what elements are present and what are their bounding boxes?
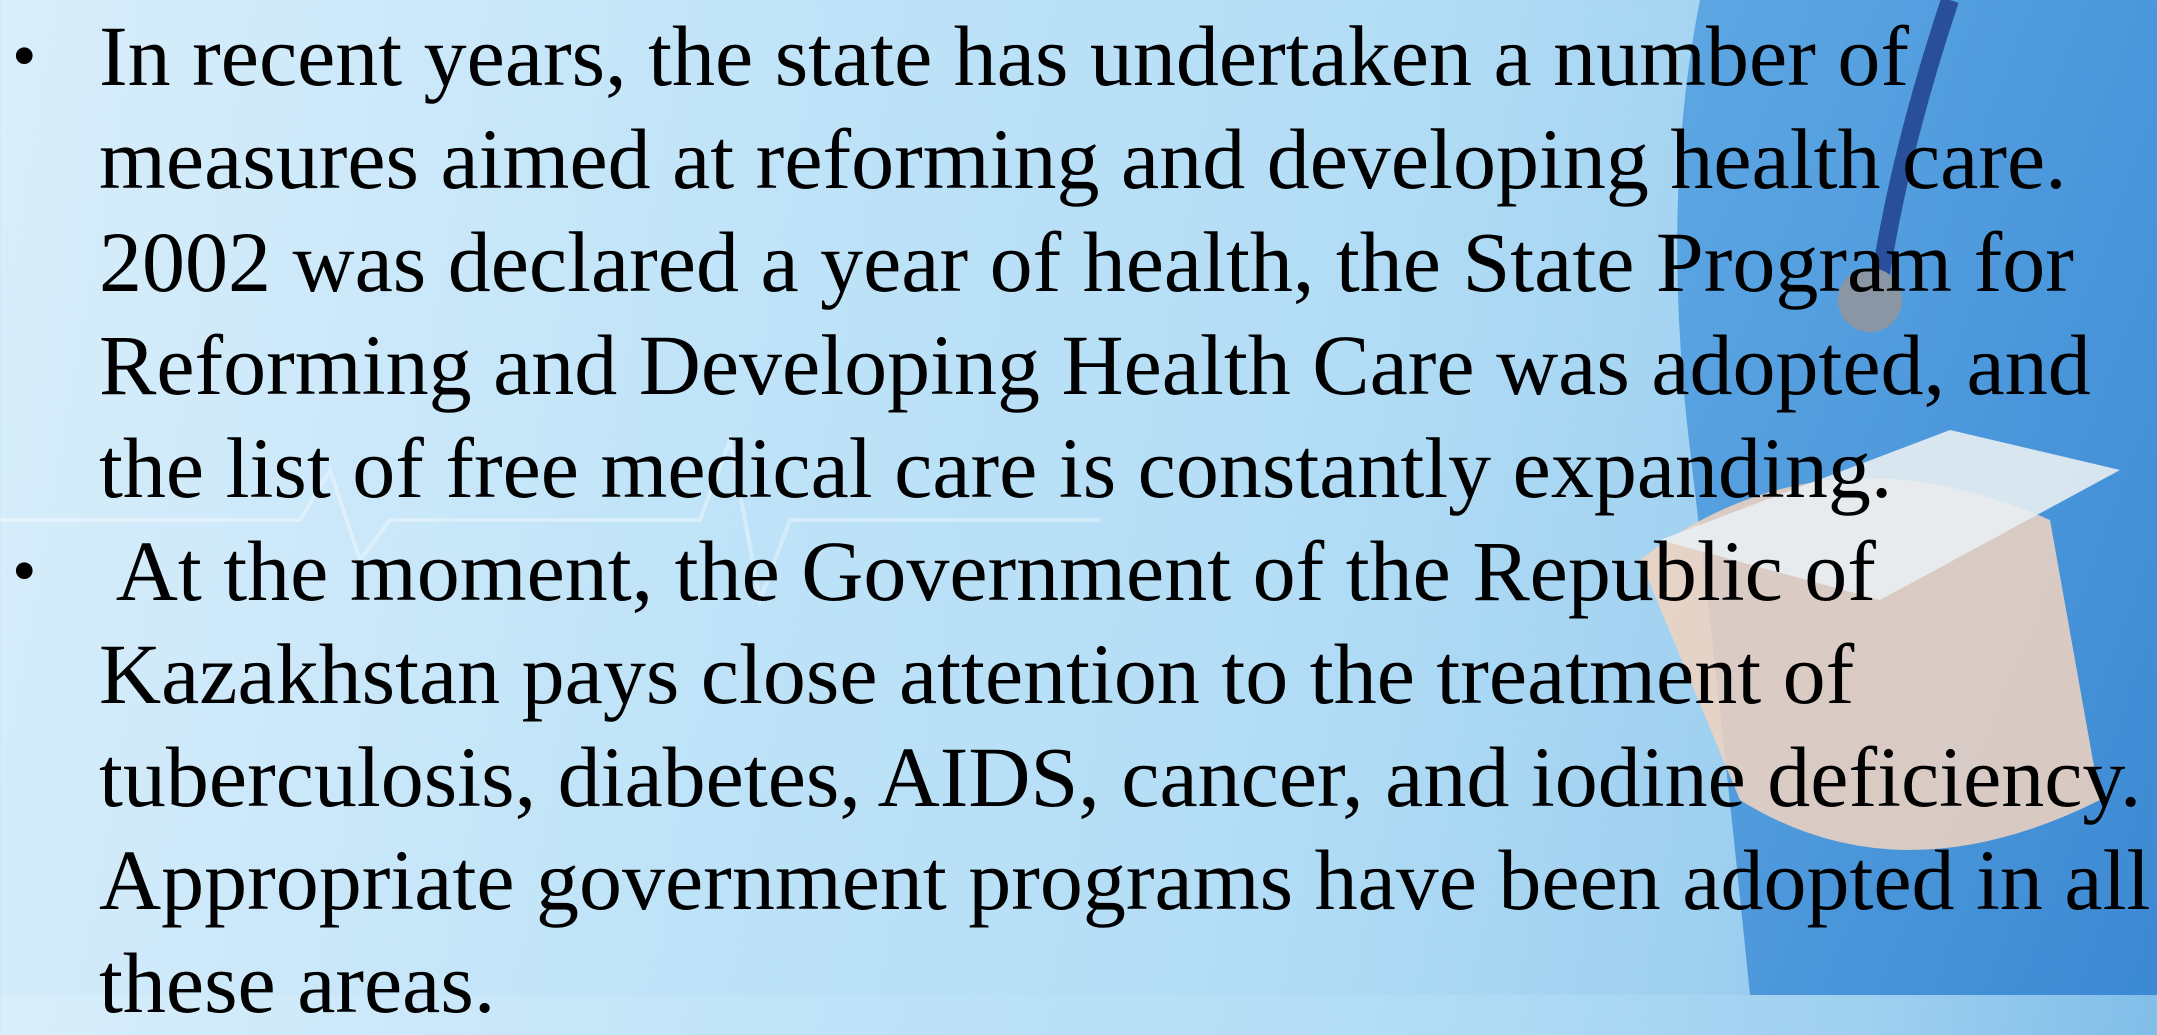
text-line: In recent years, the state has undertake… — [99, 8, 1909, 104]
ecg-line — [0, 432, 1100, 608]
text-line: Reforming and Developing Health Care was… — [99, 317, 2091, 413]
hand — [1640, 478, 2100, 850]
stethoscope — [1871, 0, 1959, 282]
text-line: Kazakhstan pays close attention to the t… — [99, 626, 1855, 722]
text-line: the list of free medical care is constan… — [99, 420, 1893, 516]
text-line: these areas. — [99, 935, 496, 1031]
text-line: 2002 was declared a year of health, the … — [99, 214, 2074, 310]
text-line: At the moment, the Government of the Rep… — [99, 523, 1876, 619]
clipboard — [1660, 430, 2120, 600]
text-line: Appropriate government programs have bee… — [99, 832, 2151, 928]
background-art — [0, 0, 2157, 995]
stethoscope-head — [1838, 268, 1902, 332]
bullet-dot: • — [12, 18, 37, 95]
text-line: tuberculosis, diabetes, AIDS, cancer, an… — [99, 729, 2142, 825]
bullet-dot: • — [12, 533, 37, 610]
text-line: measures aimed at reforming and developi… — [99, 111, 2067, 207]
